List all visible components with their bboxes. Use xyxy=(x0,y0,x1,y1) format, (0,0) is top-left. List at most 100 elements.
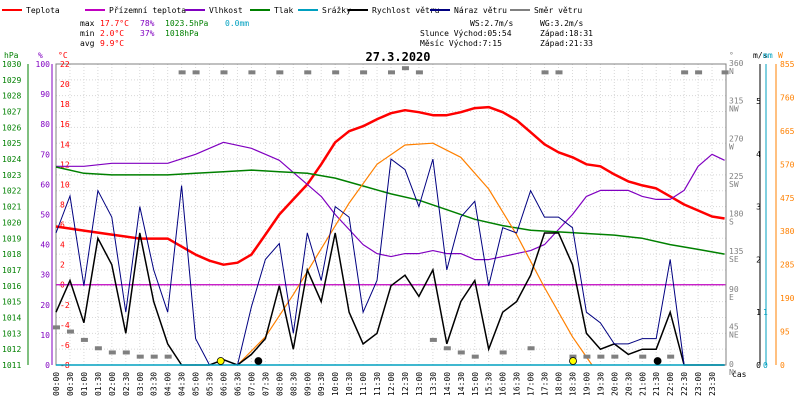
chart-title: 27.3.2020 xyxy=(365,50,430,64)
legend-label-1: Přízemní teplota xyxy=(109,6,186,15)
axis-hpa-tick: 1028 xyxy=(2,92,21,101)
axis-solar-tick: 570 xyxy=(780,160,795,169)
wind-direction-mark xyxy=(220,70,228,75)
stats-hum-min: 37% xyxy=(140,29,155,38)
x-tick-label: 09:00 xyxy=(303,372,312,396)
wind-direction-mark xyxy=(178,70,186,75)
x-tick-label: 10:30 xyxy=(345,372,354,396)
axis-percent-tick: 80 xyxy=(40,120,50,129)
axis-percent-tick: 10 xyxy=(40,331,50,340)
stats-temp-avg: 9.9°C xyxy=(100,39,124,48)
wind-direction-mark xyxy=(721,70,729,75)
legend-label-7: Směr větru xyxy=(534,6,582,15)
axis-celsius-tick: 12 xyxy=(60,160,70,169)
axis-direction-compass: N xyxy=(729,67,734,76)
axis-celsius-tick: 10 xyxy=(60,180,70,189)
axis-percent-tick: 30 xyxy=(40,271,50,280)
axis-celsius-tick: 4 xyxy=(60,241,65,250)
x-tick-label: 08:00 xyxy=(275,372,284,396)
axis-hpa-tick: 1029 xyxy=(2,76,21,85)
x-tick-label: 20:00 xyxy=(610,372,619,396)
axis-direction-compass: E xyxy=(729,293,734,302)
axis-hpa-tick: 1030 xyxy=(2,60,21,69)
x-tick-label: 14:00 xyxy=(443,372,452,396)
wind-direction-mark xyxy=(541,70,549,75)
wind-direction-mark xyxy=(94,346,102,351)
axis-direction-tick: 0 xyxy=(729,360,734,369)
x-tick-label: 12:00 xyxy=(387,372,396,396)
x-tick-label: 02:00 xyxy=(108,372,117,396)
stats-label-max: max xyxy=(80,19,95,28)
x-tick-label: 12:30 xyxy=(401,372,410,396)
moonset-marker xyxy=(653,357,662,365)
axis-hpa-tick: 1019 xyxy=(2,234,21,243)
x-tick-label: 05:30 xyxy=(206,372,215,396)
x-tick-label: 05:00 xyxy=(192,372,201,396)
axis-celsius-tick: 18 xyxy=(60,100,70,109)
wind-direction-mark xyxy=(681,70,689,75)
x-tick-label: 01:00 xyxy=(80,372,89,396)
x-tick-label: 07:30 xyxy=(261,372,270,396)
wind-direction-mark xyxy=(639,354,647,359)
wind-direction-mark xyxy=(122,350,130,355)
axis-solar-tick: 855 xyxy=(780,60,795,69)
axis-direction-compass: W xyxy=(729,142,734,151)
x-tick-label: 02:30 xyxy=(122,372,131,396)
x-tick-label: 19:00 xyxy=(582,372,591,396)
wind-direction-mark xyxy=(471,354,479,359)
wind-direction-mark xyxy=(53,325,60,330)
axis-direction-compass: SW xyxy=(729,180,739,189)
axis-percent-tick: 50 xyxy=(40,211,50,220)
axis-hpa-tick: 1026 xyxy=(2,123,21,132)
axis-celsius-title: °C xyxy=(58,51,68,60)
x-tick-label: 11:00 xyxy=(359,372,368,396)
wind-direction-mark xyxy=(276,70,284,75)
axis-direction-tick: 225 xyxy=(729,172,744,181)
x-tick-label: 04:00 xyxy=(164,372,173,396)
axis-celsius-tick: 0 xyxy=(60,281,65,290)
x-tick-label: 07:00 xyxy=(247,372,256,396)
x-tick-label: 16:30 xyxy=(513,372,522,396)
axis-percent-title: % xyxy=(38,51,43,60)
axis-solar-title: W xyxy=(778,51,783,60)
wind-direction-mark xyxy=(415,70,423,75)
axis-hpa-tick: 1014 xyxy=(2,313,21,322)
axis-hpa-tick: 1017 xyxy=(2,266,21,275)
axis-hpa-tick: 1013 xyxy=(2,329,21,338)
axis-celsius-tick: -6 xyxy=(60,341,70,350)
axis-mm-tick: 0 xyxy=(763,361,768,370)
wind-direction-mark xyxy=(583,354,591,359)
wind-direction-mark xyxy=(443,346,451,351)
sunset-marker xyxy=(569,357,577,365)
x-tick-label: 06:30 xyxy=(233,372,242,396)
stats-hum-max: 78% xyxy=(140,19,155,28)
moonrise-marker xyxy=(254,357,263,365)
wind-direction-mark xyxy=(499,350,507,355)
axis-solar-tick: 380 xyxy=(780,227,795,236)
x-tick-label: 01:30 xyxy=(94,372,103,396)
wind-direction-mark xyxy=(332,70,340,75)
axis-solar-tick: 760 xyxy=(780,93,795,102)
axis-celsius-tick: 16 xyxy=(60,120,70,129)
x-tick-label: 15:30 xyxy=(485,372,494,396)
axes: hPa1030102910281027102610251024102310221… xyxy=(2,51,795,396)
stats-press-max: 1023.5hPa xyxy=(165,19,209,28)
axis-ms-tick: 0 xyxy=(756,361,761,370)
axis-direction-tick: 45 xyxy=(729,322,739,331)
axis-hpa-tick: 1015 xyxy=(2,298,21,307)
axis-direction-tick: 270 xyxy=(729,134,744,143)
axis-celsius-tick: 22 xyxy=(60,60,70,69)
axis-hpa-tick: 1027 xyxy=(2,108,21,117)
stats-label-avg: avg xyxy=(80,39,95,48)
axis-hpa-tick: 1024 xyxy=(2,155,21,164)
axis-celsius-tick: 14 xyxy=(60,140,70,149)
wind-direction-mark xyxy=(555,70,563,75)
x-tick-label: 21:30 xyxy=(652,372,661,396)
stats-rain-max: 0.0mm xyxy=(225,19,249,28)
axis-direction-tick: 180 xyxy=(729,210,744,219)
axis-ms-tick: 4 xyxy=(756,150,761,159)
axis-hpa-tick: 1025 xyxy=(2,139,21,148)
wind-direction-mark xyxy=(597,354,605,359)
info-sunrise: Slunce Východ:05:54 xyxy=(420,29,512,38)
axis-percent-tick: 40 xyxy=(40,241,50,250)
